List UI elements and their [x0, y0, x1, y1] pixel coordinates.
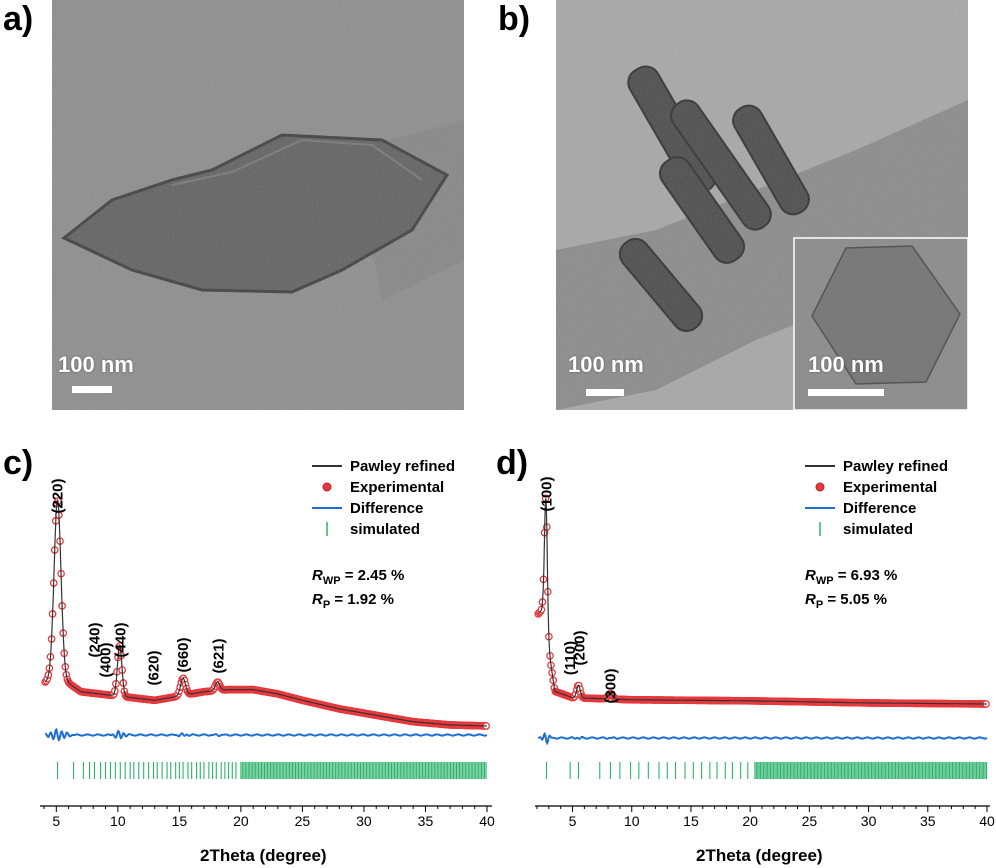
panel-c-peak-label: (440) [112, 622, 129, 657]
panel-c-legend-difference-label: Difference [350, 500, 423, 517]
panel-c-x-tick-label: 30 [356, 813, 372, 829]
panel-d-simulated-ticks [545, 762, 988, 779]
panel-d-rp-stat: RP = 5.05 % [805, 591, 887, 611]
panel-c-peak-label: (240) [86, 622, 103, 657]
scale-bar-a [72, 386, 112, 393]
panel-c-x-tick-label: 5 [52, 813, 60, 829]
panel-c-peak-label: (220) [50, 478, 67, 513]
panel-d-letter: d) [496, 444, 529, 482]
panel-c-peak-label: (400) [98, 642, 115, 677]
panel-c-x-tick-label: 35 [418, 813, 434, 829]
panel-d-difference-line [537, 731, 988, 746]
x-axis-title-d: 2Theta (degree) [696, 846, 823, 865]
panel-c-peak-label: (621) [211, 638, 228, 673]
panel-c-rp-stat: RP = 1.92 % [312, 591, 394, 611]
panel-c-peak-label: (620) [146, 650, 163, 685]
panel-d-peak-label: (200) [572, 630, 589, 665]
panel-c-letter: c) [3, 444, 34, 482]
panel-c-legend-experimental-swatch [322, 482, 332, 492]
tem-image-a-graphic [52, 0, 464, 410]
panel-c-rwp-stat: RWP = 2.45 % [312, 567, 404, 587]
scale-label-a: 100 nm [58, 352, 134, 377]
panel-c-legend-simulated-label: simulated [350, 521, 420, 538]
panel-d-legend-pawley-label: Pawley refined [843, 458, 948, 475]
panel-d-x-tick-label: 35 [920, 813, 936, 829]
panel-d-pawley-line [537, 498, 987, 705]
panel-c-difference-line [44, 727, 488, 742]
tem-image-b-graphic [556, 0, 968, 410]
scale-bar-b-inset [808, 389, 884, 396]
panel-c-peak-label: (660) [175, 637, 192, 672]
panel-d-legend-experimental-label: Experimental [843, 479, 937, 496]
panel-d-legend-difference-label: Difference [843, 500, 916, 517]
x-axis-title-c: 2Theta (degree) [200, 846, 327, 865]
panel-c-x-tick-label: 15 [172, 813, 188, 829]
tem-image-a: 100 nm [52, 0, 464, 410]
panel-d-x-tick-label: 40 [979, 813, 995, 829]
panel-a-letter: a) [3, 0, 34, 38]
panel-d-x-tick-label: 15 [683, 813, 699, 829]
scale-label-b: 100 nm [568, 352, 644, 377]
panel-c-legend-experimental-label: Experimental [350, 479, 444, 496]
panel-c-x-tick-label: 20 [233, 813, 249, 829]
panel-d-peak-label: (100) [538, 476, 555, 511]
panel-d-x-tick-label: 30 [861, 813, 877, 829]
panel-c-pawley-line [44, 498, 487, 727]
panel-d-legend-experimental-swatch [815, 482, 825, 492]
scale-bar-b [586, 389, 624, 396]
panel-b-letter: b) [498, 0, 531, 38]
panel-d-x-tick-label: 25 [802, 813, 818, 829]
panel-c-x-tick-label: 10 [110, 813, 126, 829]
panel-d-peak-label: (110) [562, 641, 579, 675]
panel-c-simulated-ticks [56, 762, 487, 779]
scale-label-b-inset: 100 nm [808, 352, 884, 377]
panel-c-x-tick-label: 40 [479, 813, 495, 829]
panel-d-x-tick-label: 5 [569, 813, 577, 829]
tem-image-b: 100 nm 100 nm [556, 0, 968, 410]
panel-c-x-tick-label: 25 [295, 813, 311, 829]
panel-d-rwp-stat: RWP = 6.93 % [805, 567, 897, 587]
panel-d-peak-label: (300) [602, 668, 619, 703]
panel-c-legend-pawley-label: Pawley refined [350, 458, 455, 475]
panel-d-x-tick-label: 20 [742, 813, 758, 829]
panel-d-x-tick-label: 10 [624, 813, 640, 829]
panel-d-legend-simulated-label: simulated [843, 521, 913, 538]
